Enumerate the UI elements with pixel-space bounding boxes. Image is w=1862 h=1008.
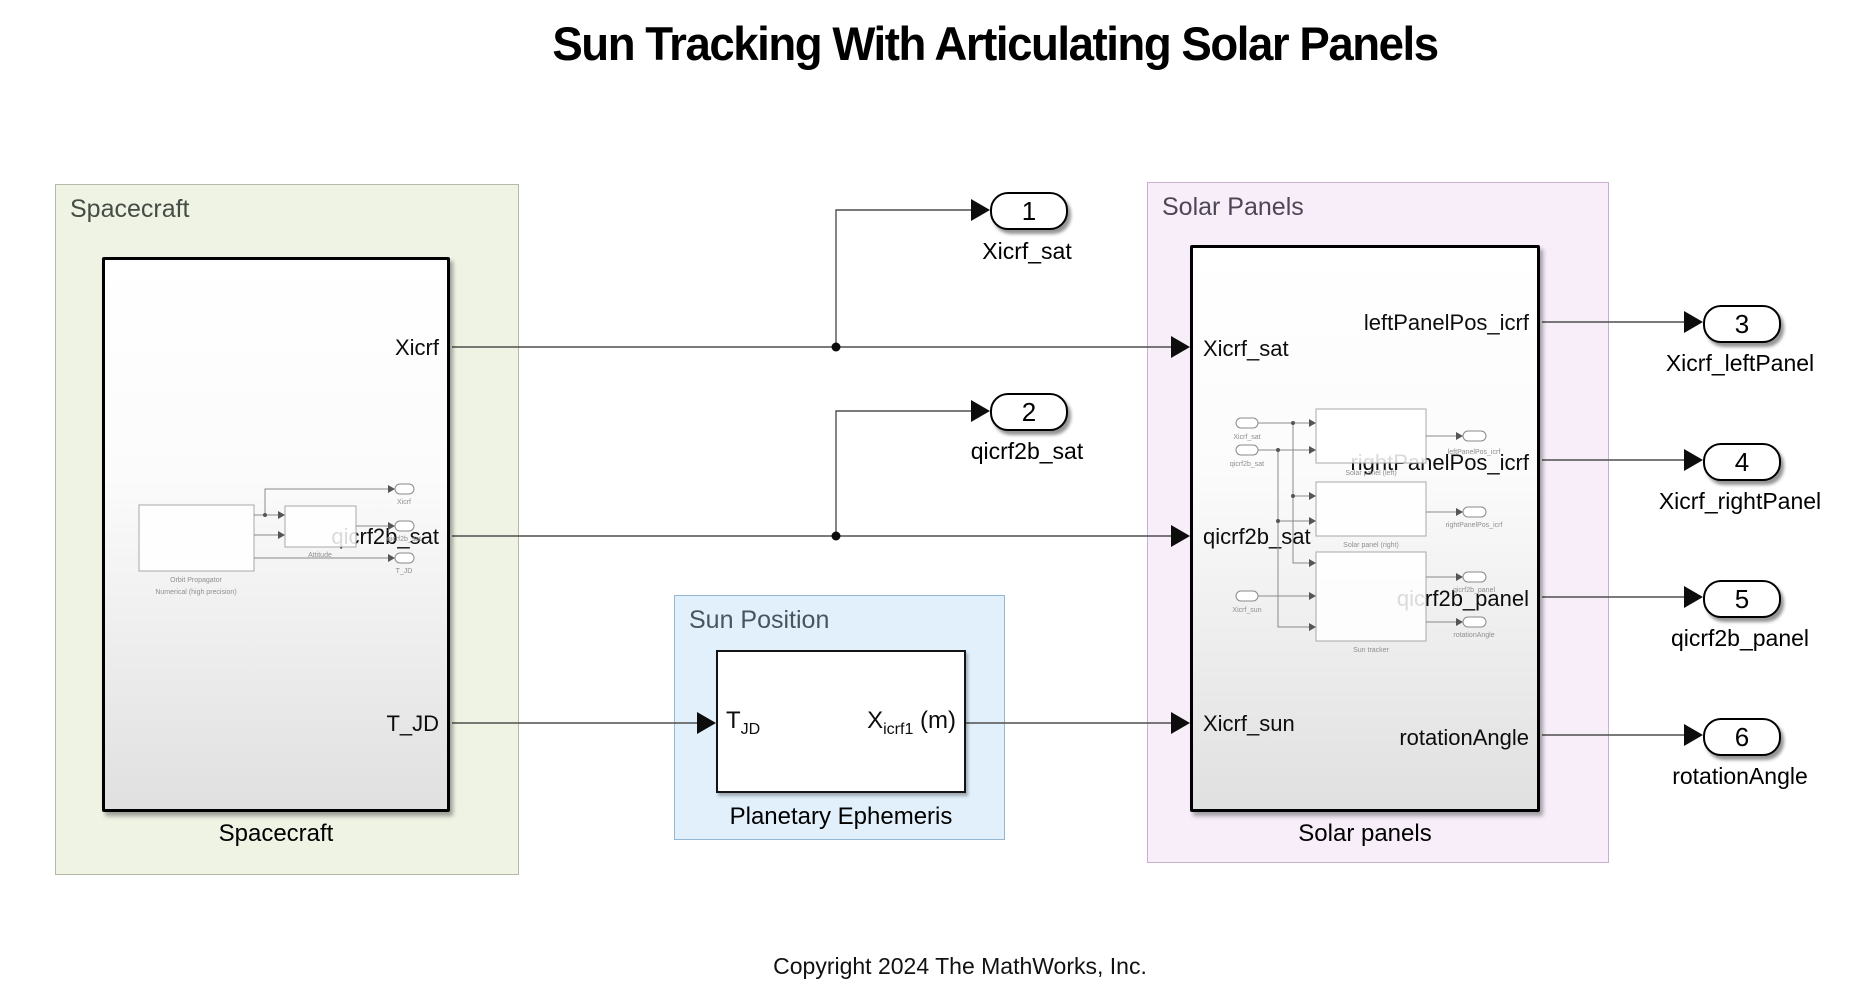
solar-inport-xicrf-sun-label: Xicrf_sun [1203, 711, 1295, 736]
area-solar-panels-label: Solar Panels [1162, 193, 1304, 221]
thumb-in1-label: Xicrf_sat [1233, 434, 1260, 441]
solar-panels-block-caption: Solar panels [1298, 820, 1432, 847]
ephemeris-outport-label: Xicrf1 (m) [867, 707, 956, 739]
outport-1[interactable]: 1 [990, 192, 1068, 230]
diagram-title: Sun Tracking With Articulating Solar Pan… [552, 17, 1439, 70]
ephemeris-in-sub: JD [740, 721, 761, 738]
spacecraft-thumbnail: Orbit Propagator Numerical (high precisi… [138, 483, 421, 596]
wire-arrowheads [697, 199, 1703, 746]
outport-6-number: 6 [1734, 721, 1750, 752]
outport-3[interactable]: 3 [1703, 305, 1781, 343]
planetary-ephemeris-caption: Planetary Ephemeris [729, 803, 953, 830]
ephemeris-in-base: T [726, 707, 741, 734]
area-sun-position-label: Sun Position [689, 606, 830, 634]
outport-4[interactable]: 4 [1703, 443, 1781, 481]
thumb-in2-label: qicrf2b_sat [1230, 461, 1264, 468]
ephemeris-out-base: X [867, 707, 884, 734]
outport-5-label: qicrf2b_panel [1670, 625, 1810, 651]
thumb-in3-label: Xicrf_sun [1232, 607, 1261, 614]
thumb-solar-right-label: Solar panel (right) [1343, 542, 1399, 549]
thumb-out1-label: Xicrf [397, 499, 411, 506]
spacecraft-block-caption: Spacecraft [218, 820, 334, 847]
outport-6-label: rotationAngle [1672, 763, 1808, 789]
ephemeris-out-sub: icrf1 [883, 721, 914, 738]
ephemeris-inport-label: TJD [726, 707, 760, 739]
thumb-sout1-label: leftPanelPos_icrf [1448, 449, 1501, 456]
solar-outport-leftpanelpos-label: leftPanelPos_icrf [1363, 310, 1529, 335]
solar-outport-rotationangle-label: rotationAngle [1399, 725, 1529, 750]
thumb-orbit-label-2: Numerical (high precision) [155, 589, 236, 596]
thumb-sun-tracker-label: Sun tracker [1353, 647, 1389, 654]
thumb-sout3-label: qicrf2b_panel [1453, 587, 1495, 594]
wire-junction-dots [831, 342, 841, 541]
wire-xicrf-sat-branch[interactable] [835, 209, 971, 347]
solar-panels-block[interactable]: Xicrf_sat qicrf2b_sat Xicrf_sun leftPane… [1190, 245, 1540, 812]
spacecraft-outport-tjd-label: T_JD [386, 711, 439, 736]
ephemeris-out-unit: (m) [913, 707, 956, 734]
spacecraft-block[interactable]: Xicrf qicrf2b_sat T_JD [102, 257, 450, 812]
area-spacecraft-label: Spacecraft [70, 195, 190, 223]
thumb-attitude-label: Attitude [308, 552, 332, 559]
outport-4-number: 4 [1734, 446, 1750, 477]
outport-3-number: 3 [1734, 308, 1750, 339]
outport-4-label: Xicrf_rightPanel [1658, 488, 1822, 514]
outport-6[interactable]: 6 [1703, 718, 1781, 756]
outport-3-label: Xicrf_leftPanel [1665, 350, 1815, 376]
wire-qicrf2b-sat-branch[interactable] [835, 410, 971, 536]
planetary-ephemeris-block[interactable]: TJD Xicrf1 (m) [716, 650, 966, 793]
outport-2[interactable]: 2 [990, 393, 1068, 431]
outport-2-number: 2 [1021, 396, 1037, 427]
thumb-out2-label: qicrf2b_sat [387, 536, 421, 543]
outport-1-number: 1 [1021, 195, 1037, 226]
spacecraft-outport-xicrf-label: Xicrf [395, 335, 439, 360]
thumb-out3-label: T_JD [396, 568, 413, 575]
thumb-sout2-label: rightPanelPos_icrf [1446, 522, 1503, 529]
solar-inport-xicrf-sat-label: Xicrf_sat [1203, 336, 1289, 361]
outport-2-label: qicrf2b_sat [970, 438, 1084, 464]
outport-1-label: Xicrf_sat [982, 238, 1072, 264]
copyright-text: Copyright 2024 The MathWorks, Inc. [773, 953, 1147, 979]
solar-panels-thumbnail: Xicrf_sat qicrf2b_sat Xicrf_sun Solar pa… [1230, 408, 1503, 654]
thumb-sout4-label: rotationAngle [1453, 632, 1494, 639]
outport-5-number: 5 [1734, 583, 1750, 614]
outport-5[interactable]: 5 [1703, 580, 1781, 618]
thumb-solar-left-label: Solar panel (left) [1345, 470, 1396, 477]
thumb-orbit-label-1: Orbit Propagator [170, 577, 222, 584]
